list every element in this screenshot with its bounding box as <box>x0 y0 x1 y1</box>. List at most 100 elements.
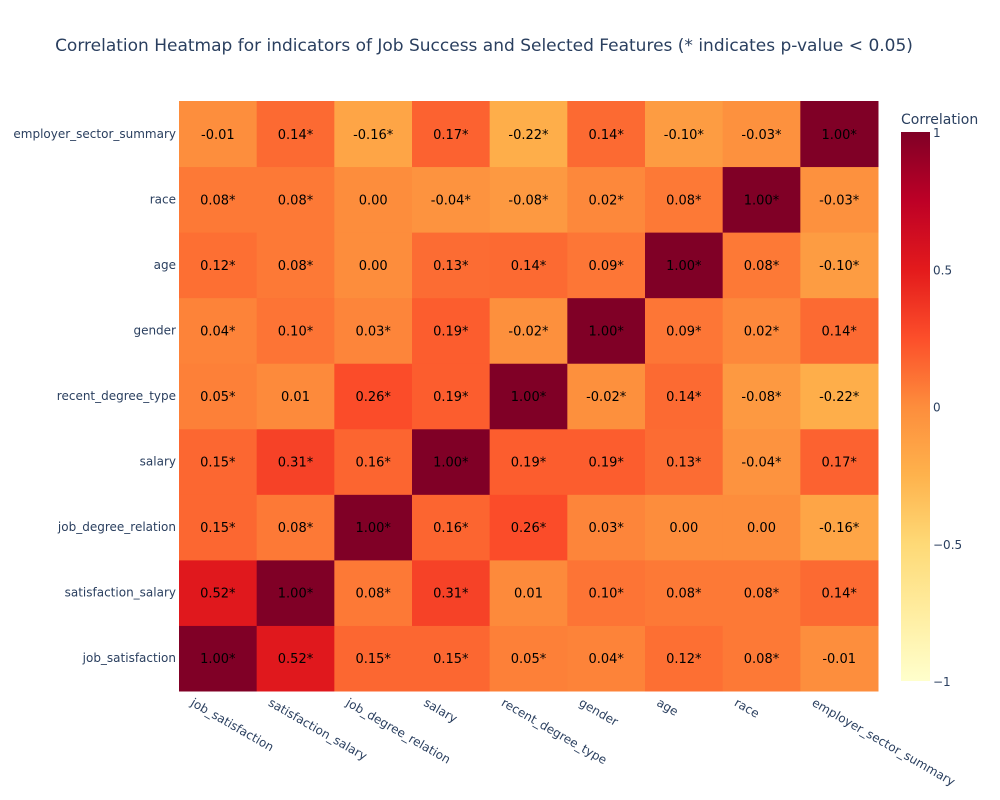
y-tick-label: gender <box>133 323 176 337</box>
cell-value-label: 0.00 <box>747 521 776 536</box>
cell-value-label: 0.08* <box>666 587 702 602</box>
y-tick-label: salary <box>140 455 176 469</box>
heatmap-cell <box>256 297 335 364</box>
cell-value-label: 0.09* <box>588 259 624 274</box>
cell-value-label: 1.00* <box>433 456 469 471</box>
heatmap-cell <box>489 363 568 430</box>
heatmap-cell <box>567 363 646 430</box>
x-axis: job_satisfactionsatisfaction_salaryjob_d… <box>187 695 957 789</box>
heatmap-cell <box>645 494 724 561</box>
x-tick-label: age <box>654 695 680 718</box>
heatmap-cell <box>256 559 335 626</box>
colorbar-tick-label: −1 <box>933 675 951 689</box>
cell-value-label: 0.09* <box>666 324 702 339</box>
cell-value-label: 0.31* <box>433 587 469 602</box>
heatmap-cell <box>412 101 491 168</box>
cell-value-label: 0.19* <box>433 390 469 405</box>
cell-value-label: 1.00* <box>744 193 780 208</box>
cell-value-label: 0.02* <box>588 193 624 208</box>
heatmap-cell <box>489 232 568 299</box>
heatmap-cell <box>412 297 491 364</box>
cell-value-label: 0.17* <box>433 128 469 143</box>
cell-value-label: 0.14* <box>666 390 702 405</box>
cell-value-label: 0.19* <box>511 456 547 471</box>
colorbar-tick-label: 1 <box>933 126 941 140</box>
cell-value-label: 0.08* <box>278 193 314 208</box>
heatmap-cell <box>800 559 879 626</box>
cell-value-label: 0.16* <box>355 456 391 471</box>
heatmap-cell <box>722 297 801 364</box>
cell-value-label: 1.00* <box>200 652 236 667</box>
heatmap-cell <box>645 428 724 495</box>
heatmap-cell <box>256 232 335 299</box>
heatmap-cell <box>722 559 801 626</box>
heatmap-cell <box>800 166 879 233</box>
heatmap-cell <box>800 625 879 692</box>
x-tick-label: gender <box>577 695 621 728</box>
heatmap-cell <box>179 559 258 626</box>
cell-value-label: -0.10* <box>819 259 860 274</box>
cell-labels: 1.00* 0.52* 0.15* 0.15* 0.05* 0.04* 0.12* 0.08*… <box>200 128 860 667</box>
cell-value-label: 0.19* <box>433 324 469 339</box>
heatmap-cell <box>334 363 413 430</box>
cell-value-label: 0.04* <box>200 324 236 339</box>
heatmap-cell <box>489 625 568 692</box>
cell-value-label: 0.08* <box>744 652 780 667</box>
cell-value-label: 0.10* <box>278 324 314 339</box>
heatmap-cell <box>256 166 335 233</box>
heatmap-cell <box>645 559 724 626</box>
heatmap-cell <box>256 428 335 495</box>
heatmap-cell <box>722 625 801 692</box>
heatmap-cells <box>179 101 879 692</box>
heatmap-cell <box>722 232 801 299</box>
heatmap-cell <box>412 166 491 233</box>
cell-value-label: -0.16* <box>353 128 394 143</box>
cell-value-label: 1.00* <box>278 587 314 602</box>
cell-value-label: -0.22* <box>508 128 549 143</box>
heatmap-cell <box>412 232 491 299</box>
y-tick-label: employer_sector_summary <box>13 127 176 141</box>
cell-value-label: -0.16* <box>819 521 860 536</box>
cell-value-label: 0.08* <box>666 193 702 208</box>
y-axis: job_satisfaction satisfaction_salary job_d… <box>13 127 176 665</box>
heatmap-cell <box>179 297 258 364</box>
heatmap-cell <box>179 428 258 495</box>
cell-value-label: -0.03* <box>741 128 782 143</box>
heatmap-cell <box>334 559 413 626</box>
heatmap-cell <box>722 363 801 430</box>
cell-value-label: -0.08* <box>508 193 549 208</box>
cell-value-label: 0.08* <box>278 259 314 274</box>
cell-value-label: -0.04* <box>431 193 472 208</box>
heatmap-cell <box>567 297 646 364</box>
heatmap-cell <box>334 232 413 299</box>
heatmap-cell <box>567 494 646 561</box>
cell-value-label: 0.15* <box>200 521 236 536</box>
heatmap-cell <box>179 363 258 430</box>
cell-value-label: -0.01 <box>822 652 856 667</box>
cell-value-label: 0.15* <box>355 652 391 667</box>
heatmap-cell <box>645 297 724 364</box>
cell-value-label: 0.02* <box>744 324 780 339</box>
chart-title: Correlation Heatmap for indicators of Jo… <box>55 36 913 56</box>
heatmap-cell <box>722 166 801 233</box>
colorbar-tick-label: −0.5 <box>933 538 962 552</box>
cell-value-label: 0.00 <box>669 521 698 536</box>
x-tick-label: race <box>732 695 762 720</box>
heatmap-cell <box>334 428 413 495</box>
heatmap-cell <box>412 494 491 561</box>
heatmap-cell <box>645 101 724 168</box>
heatmap-cell <box>722 101 801 168</box>
heatmap-cell <box>256 101 335 168</box>
heatmap-cell <box>567 559 646 626</box>
y-tick-label: job_degree_relation <box>57 520 176 534</box>
y-tick-label: job_satisfaction <box>82 651 176 665</box>
heatmap-cell <box>179 101 258 168</box>
cell-value-label: 0.13* <box>666 456 702 471</box>
cell-value-label: 0.14* <box>821 324 857 339</box>
heatmap-cell <box>179 494 258 561</box>
heatmap-cell <box>179 625 258 692</box>
heatmap-cell <box>489 559 568 626</box>
heatmap-cell <box>645 363 724 430</box>
colorbar: Correlation 1 0.5 0 −0.5 −1 <box>901 112 978 689</box>
cell-value-label: 1.00* <box>666 259 702 274</box>
